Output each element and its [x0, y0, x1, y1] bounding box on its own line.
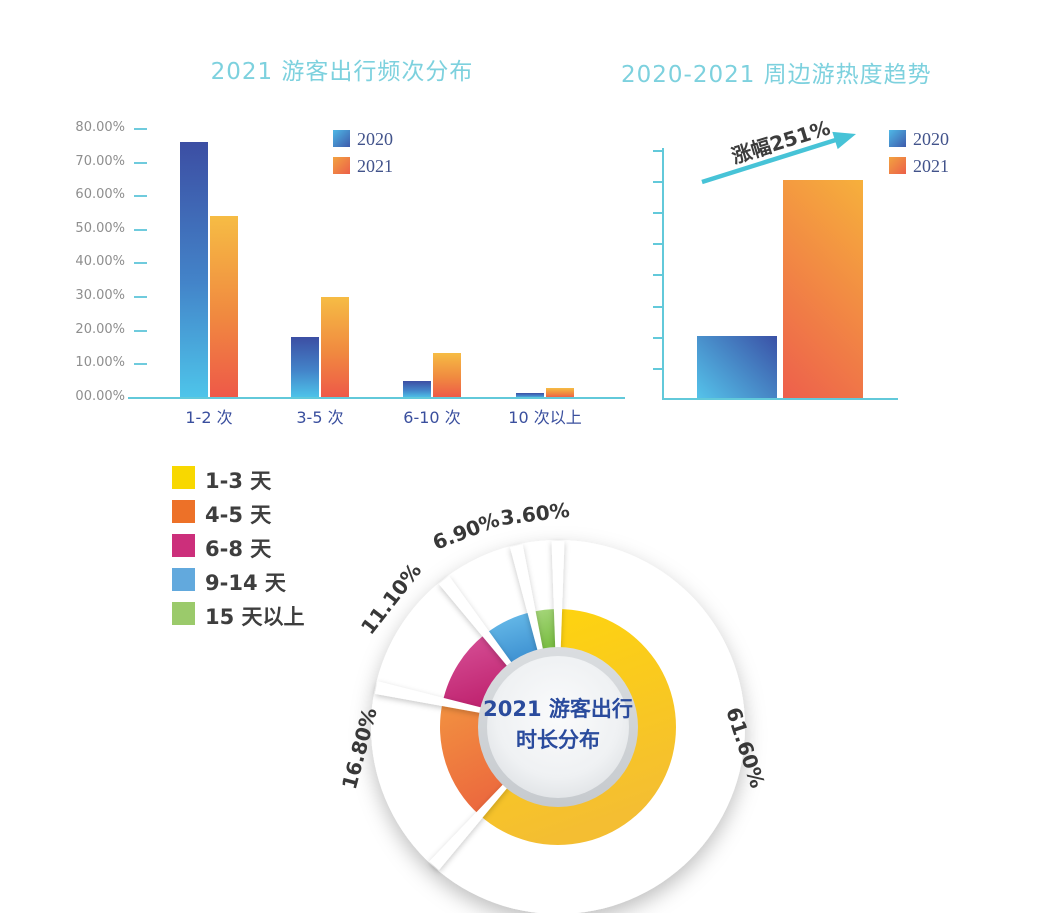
x-axis-category-label: 10 次以上 [508, 408, 582, 427]
bar-2021 [210, 216, 238, 398]
y-axis-tick [134, 195, 147, 198]
slice-separator [551, 540, 565, 653]
legend-label: 2020 [913, 129, 949, 149]
y-axis-tick [134, 128, 147, 130]
bar-2020 [291, 337, 319, 398]
y-axis-tick [134, 363, 147, 366]
legend-swatch-2021 [889, 157, 906, 174]
bar-2021 [433, 352, 461, 398]
duration-legend-label: 6-8 天 [205, 537, 272, 561]
legend-swatch-2020 [333, 130, 350, 147]
bar-2021 [321, 297, 349, 398]
y-axis-tick-label: 50.00% [75, 220, 125, 236]
bar-2020 [516, 392, 544, 398]
legend-swatch-2021 [333, 157, 350, 174]
y-axis-tick [653, 212, 663, 215]
donut-slice-9-14 天 [485, 612, 541, 665]
bar-2020 [403, 381, 431, 398]
y-axis-tick [653, 305, 663, 308]
duration-legend-swatch [172, 602, 195, 625]
slice-separator [374, 681, 486, 714]
y-axis-tick-label: 10.00% [75, 355, 125, 371]
y-axis-tick [134, 228, 147, 231]
bar-2020 [180, 142, 208, 398]
y-axis-tick-label: 40.00% [75, 254, 125, 270]
y-axis-tick [653, 243, 663, 246]
y-axis-tick-label: 70.00% [75, 153, 125, 169]
slice-separator [509, 544, 544, 655]
donut-slice-1-3 天 [479, 609, 677, 845]
y-axis-tick [653, 367, 663, 370]
duration-legend-item-6-8 天: 6-8 天 [172, 534, 332, 561]
duration-legend-label: 1-3 天 [205, 469, 272, 493]
legend-label: 2020 [357, 129, 393, 149]
legend-item-2020: 2020 [333, 129, 423, 149]
y-axis-tick [134, 329, 147, 332]
slice-separator [429, 781, 511, 870]
duration-legend-label: 15 天以上 [205, 605, 305, 629]
duration-legend-item-4-5 天: 4-5 天 [172, 500, 332, 527]
frequency-chart-x-axis [128, 397, 625, 399]
y-axis-tick-label: 30.00% [75, 288, 125, 303]
legend-item-2021: 2021 [333, 156, 423, 176]
x-axis-category-label: 3-5 次 [296, 408, 344, 427]
trend-chart-title: 2020-2021 周边游热度趋势 [621, 62, 932, 88]
bar-2020 [697, 335, 777, 398]
legend-label: 2021 [357, 156, 393, 176]
y-axis-tick-label: 80.00% [75, 120, 125, 135]
duration-legend-item-15 天以上: 15 天以上 [172, 602, 332, 629]
y-axis-tick [134, 262, 147, 265]
frequency-chart-title: 2021 游客出行频次分布 [210, 59, 474, 85]
duration-legend-label: 4-5 天 [205, 503, 272, 527]
trend-chart-y-axis [662, 148, 664, 399]
duration-donut-chart [371, 540, 745, 913]
y-axis-tick [653, 336, 663, 339]
duration-legend-label: 9-14 天 [205, 571, 286, 595]
y-axis-tick [134, 296, 147, 298]
donut-slice-6-8 天 [442, 633, 510, 711]
growth-arrow-icon [701, 131, 856, 185]
trend-chart-x-axis [662, 398, 898, 400]
legend-label: 2021 [913, 156, 949, 176]
y-axis-tick-label: 60.00% [75, 187, 125, 203]
duration-legend-swatch [172, 500, 195, 523]
donut-slice-4-5 天 [439, 701, 506, 816]
y-axis-tick-label: 00.00% [75, 388, 125, 404]
duration-legend-swatch [172, 568, 195, 591]
y-axis-tick [653, 150, 663, 152]
slice-separator [438, 576, 515, 670]
legend-swatch-2020 [889, 130, 906, 147]
legend-item-2020: 2020 [889, 129, 979, 149]
y-axis-tick-label: 20.00% [75, 321, 125, 337]
bar-2021 [783, 179, 863, 398]
x-axis-category-label: 1-2 次 [185, 408, 233, 427]
legend-item-2021: 2021 [889, 156, 979, 176]
y-axis-tick [653, 274, 663, 277]
y-axis-tick [653, 181, 663, 184]
duration-legend-swatch [172, 466, 195, 489]
bar-2021 [546, 387, 574, 398]
duration-legend-swatch [172, 534, 195, 557]
x-axis-category-label: 6-10 次 [403, 408, 461, 427]
y-axis-tick [134, 161, 147, 164]
duration-legend-item-1-3 天: 1-3 天 [172, 466, 332, 493]
duration-legend-item-9-14 天: 9-14 天 [172, 568, 332, 595]
donut-center-circle [487, 656, 629, 798]
